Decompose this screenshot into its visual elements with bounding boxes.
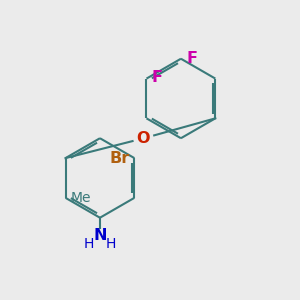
Text: N: N [93, 228, 107, 243]
Text: F: F [152, 70, 163, 85]
Text: F: F [186, 51, 197, 66]
Text: Me: Me [71, 191, 91, 205]
Text: Br: Br [110, 151, 130, 166]
Text: H: H [106, 237, 116, 251]
Text: H: H [84, 237, 94, 251]
Text: O: O [136, 131, 150, 146]
